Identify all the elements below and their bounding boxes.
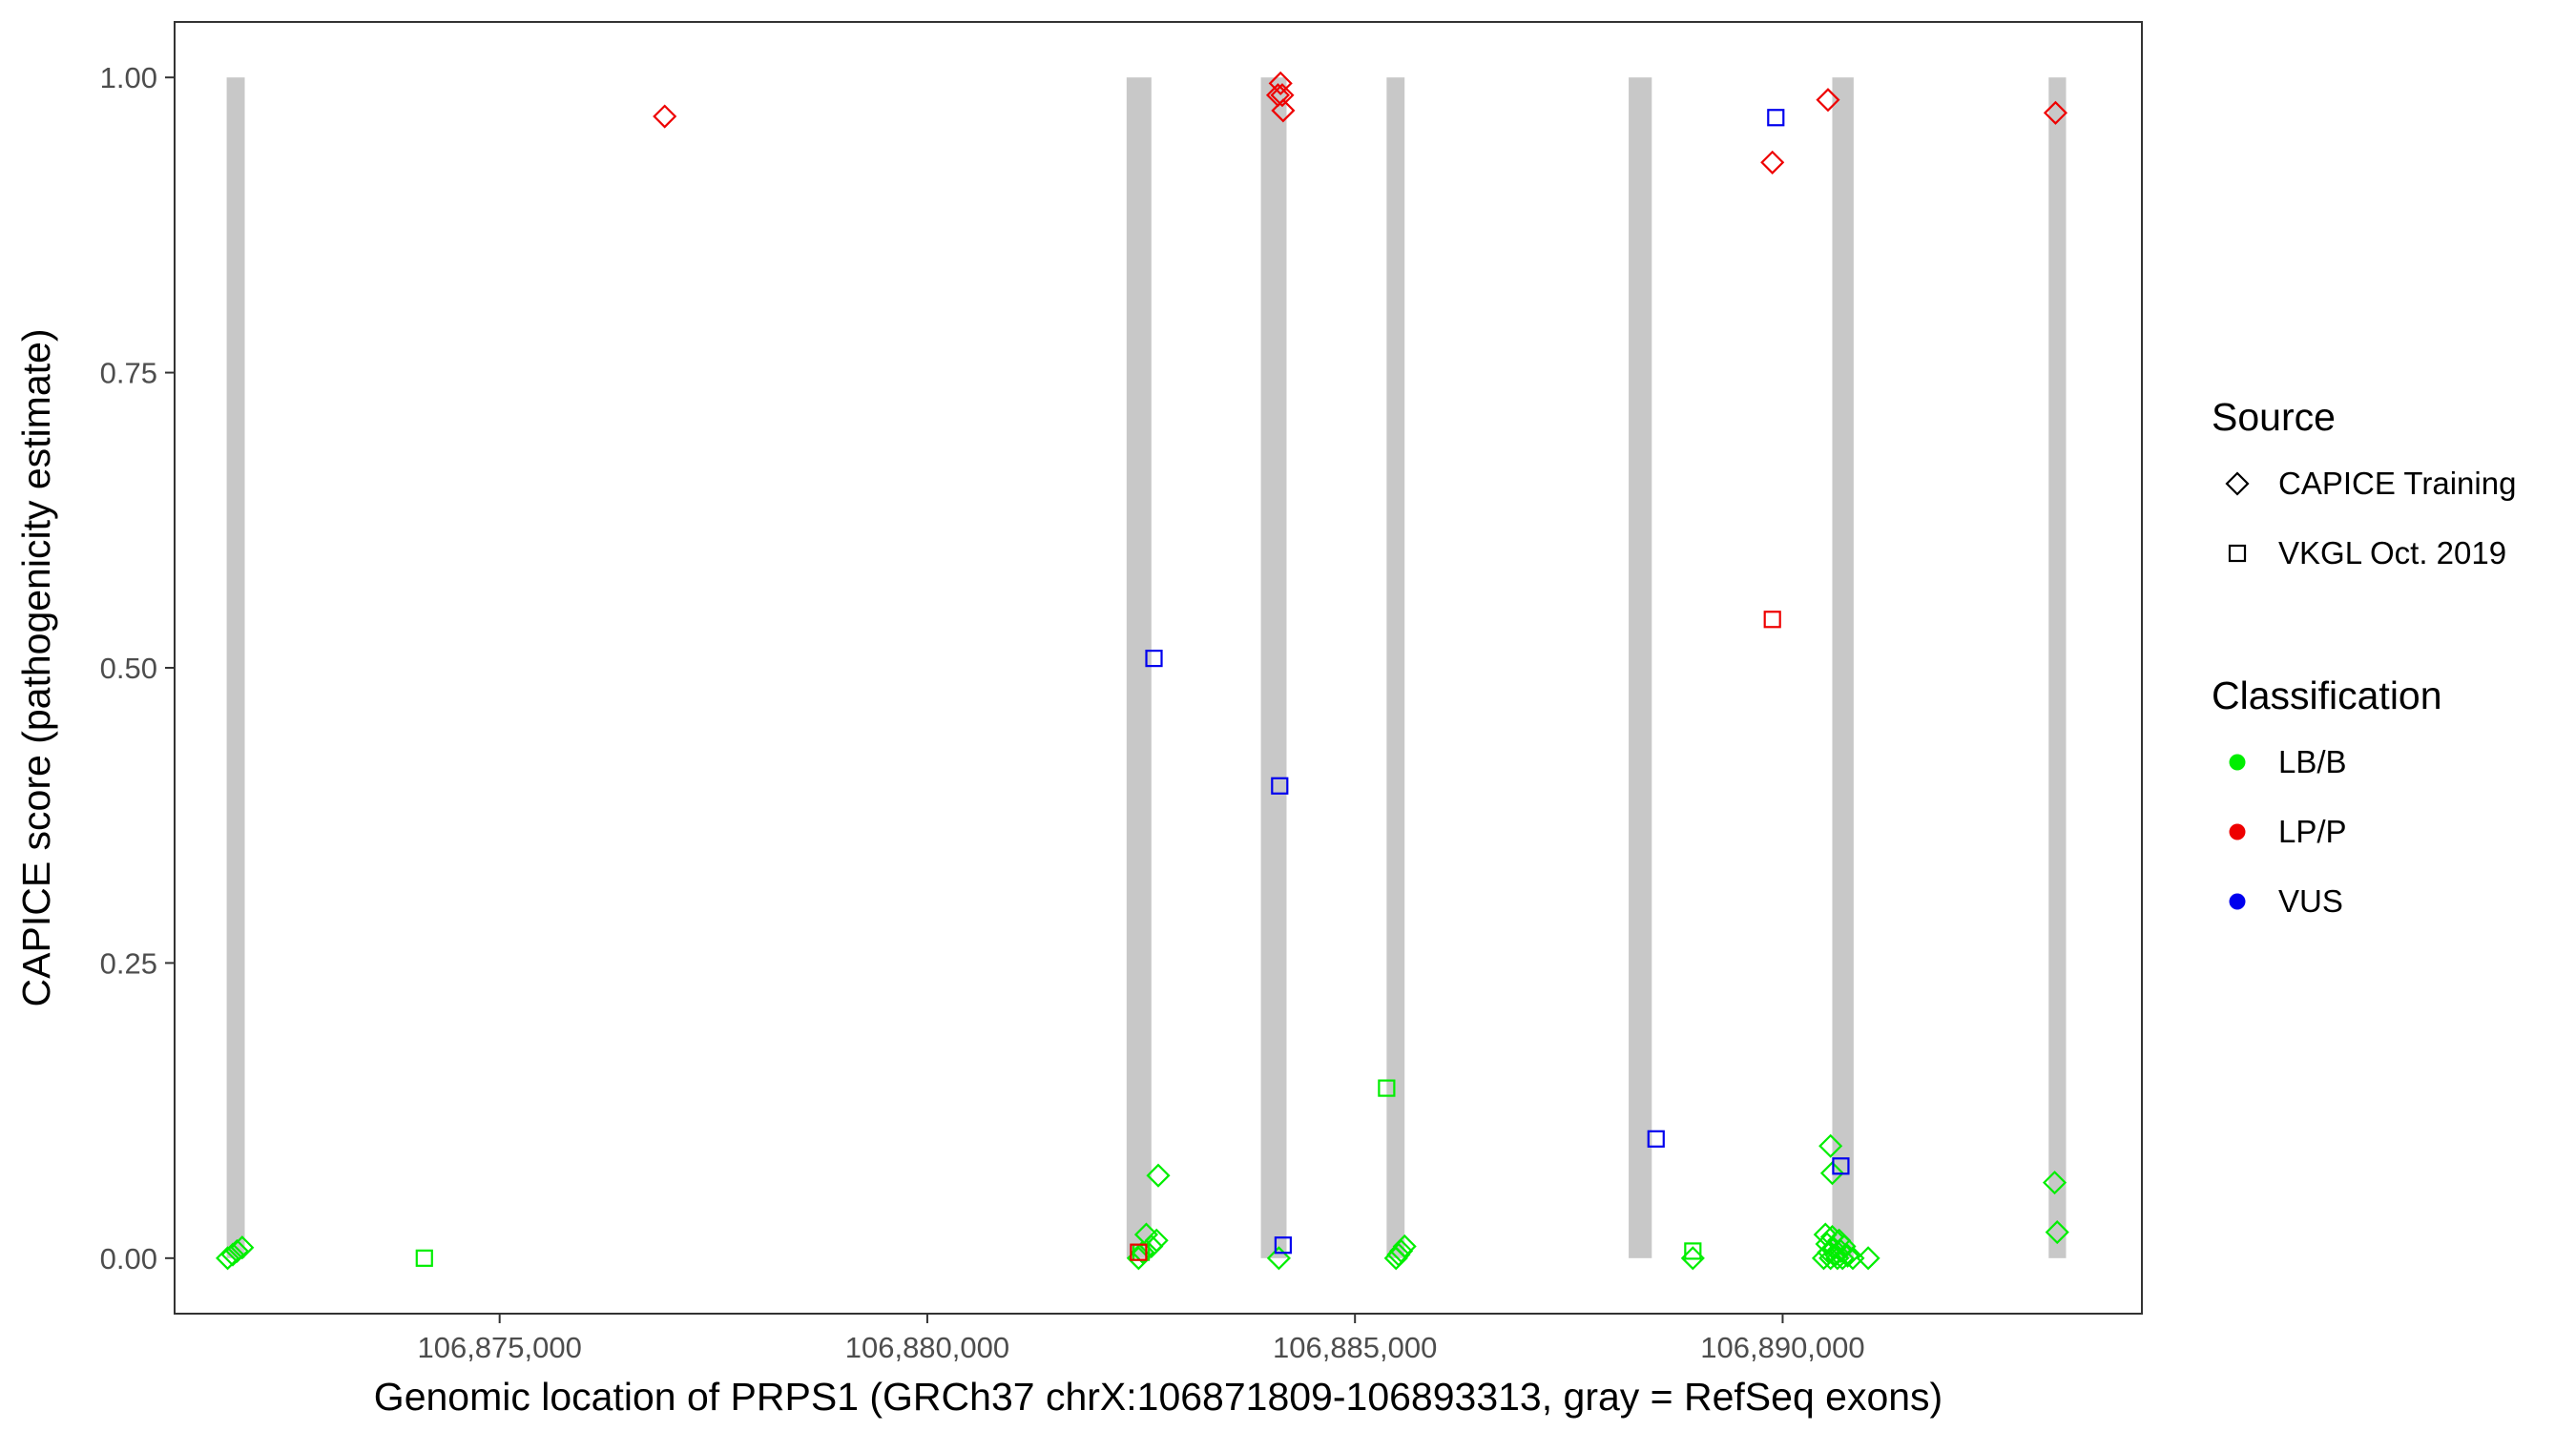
x-tick-label: 106,880,000 xyxy=(845,1331,1009,1364)
legend: Source CAPICE Training VKGL Oct. 2019 Cla… xyxy=(2212,395,2516,919)
exon-bar xyxy=(1832,77,1854,1258)
exon-bar xyxy=(2048,77,2067,1258)
y-tick-label: 1.00 xyxy=(100,61,157,94)
data-point-diamond xyxy=(1760,150,1785,175)
data-point-diamond xyxy=(1392,1234,1417,1259)
y-tick-label: 0.50 xyxy=(100,652,157,685)
data-point-diamond xyxy=(653,104,677,129)
data-point-diamond xyxy=(1146,1163,1171,1188)
data-point-square xyxy=(415,1249,433,1267)
legend-key-diamond xyxy=(2225,471,2250,496)
x-tick-label: 106,885,000 xyxy=(1273,1331,1437,1364)
data-point-square xyxy=(1130,1243,1148,1261)
x-axis-label: Genomic location of PRPS1 (GRCh37 chrX:1… xyxy=(374,1375,1942,1419)
data-point-diamond xyxy=(224,1238,250,1263)
data-point-square xyxy=(1274,1236,1292,1255)
x-tick-label: 106,890,000 xyxy=(1700,1331,1864,1364)
legend-key-dot xyxy=(2229,754,2246,771)
data-point-square xyxy=(1378,1079,1396,1097)
legend-source-label: CAPICE Training xyxy=(2278,466,2516,501)
data-point-diamond xyxy=(1819,1161,1845,1186)
data-point-diamond xyxy=(1144,1228,1169,1253)
data-point-diamond xyxy=(230,1235,255,1260)
data-point-square xyxy=(1763,611,1781,629)
legend-source-label: VKGL Oct. 2019 xyxy=(2278,535,2506,570)
data-point-square xyxy=(1271,777,1289,795)
exon-bar xyxy=(1386,77,1405,1258)
legend-class-items: LB/B LP/P VUS xyxy=(2229,744,2347,919)
data-point-diamond xyxy=(1266,1246,1291,1271)
legend-classification-title: Classification xyxy=(2212,674,2442,717)
legend-class-label: LP/P xyxy=(2278,814,2347,849)
data-point-diamond xyxy=(1139,1234,1164,1259)
legend-class-label: VUS xyxy=(2278,883,2343,919)
data-point-diamond xyxy=(1131,1240,1155,1265)
data-point-square xyxy=(1647,1130,1665,1148)
legend-key-dot xyxy=(2229,823,2246,840)
legend-source-title: Source xyxy=(2212,395,2336,439)
data-point-diamond xyxy=(2042,1171,2067,1195)
legend-source-items: CAPICE Training VKGL Oct. 2019 xyxy=(2225,466,2516,570)
x-axis: 106,875,000 106,880,000 106,885,000 106,890… xyxy=(417,1314,1865,1364)
data-point-square xyxy=(1767,109,1785,127)
data-point-diamond xyxy=(1856,1246,1880,1271)
y-axis: 0.00 0.25 0.50 0.75 1.00 xyxy=(100,61,175,1275)
exon-bar xyxy=(1260,77,1287,1258)
data-point-diamond xyxy=(1816,88,1840,113)
exon-bar xyxy=(1629,77,1652,1258)
x-tick-label: 106,875,000 xyxy=(417,1331,581,1364)
legend-class-label: LB/B xyxy=(2278,744,2347,779)
y-tick-label: 0.00 xyxy=(100,1242,157,1275)
data-point-square xyxy=(1832,1157,1850,1175)
exon-bar xyxy=(226,77,245,1258)
data-point-diamond xyxy=(2043,100,2068,125)
data-point-square xyxy=(1684,1242,1702,1260)
point-layer xyxy=(216,71,2069,1271)
data-point-diamond xyxy=(2045,1220,2069,1245)
y-axis-label: CAPICE score (pathogenicity estimate) xyxy=(14,329,58,1007)
exon-bar xyxy=(1126,77,1152,1258)
data-point-diamond xyxy=(1271,98,1296,123)
data-point-diamond xyxy=(1270,83,1295,108)
data-point-square xyxy=(1145,649,1163,668)
legend-key-square xyxy=(2228,544,2247,563)
data-point-diamond xyxy=(1268,71,1293,95)
legend-key-dot xyxy=(2229,893,2246,910)
data-point-diamond xyxy=(216,1246,240,1271)
data-point-diamond xyxy=(1815,1232,1839,1256)
y-tick-label: 0.25 xyxy=(100,946,157,980)
y-tick-label: 0.75 xyxy=(100,357,157,390)
exon-layer xyxy=(226,77,2067,1258)
data-point-diamond xyxy=(1830,1246,1855,1271)
data-point-diamond xyxy=(1836,1243,1860,1268)
data-point-diamond xyxy=(1818,1133,1843,1158)
